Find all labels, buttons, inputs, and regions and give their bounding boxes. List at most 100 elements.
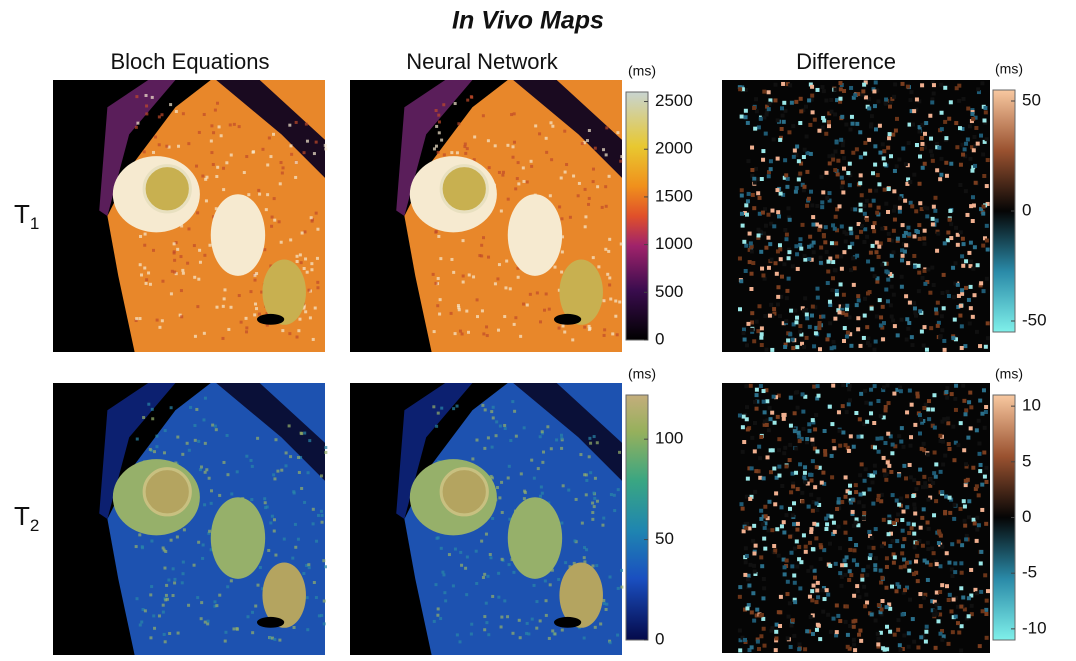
speckle (884, 478, 888, 482)
texture (162, 611, 165, 614)
speckle (862, 516, 866, 520)
speckle (917, 264, 921, 268)
speckle (954, 226, 958, 230)
texture (308, 439, 311, 442)
speckle (854, 490, 858, 494)
texture (164, 598, 167, 601)
speckle (875, 211, 879, 215)
speckle (777, 465, 781, 469)
texture (136, 122, 139, 125)
texture (605, 608, 608, 611)
speckle (842, 250, 846, 254)
speckle (816, 384, 820, 388)
speckle (748, 260, 752, 264)
speckle (913, 234, 917, 238)
speckle (762, 586, 766, 590)
speckle (798, 330, 802, 334)
speckle (851, 151, 855, 155)
texture (222, 305, 225, 308)
speckle (887, 464, 891, 468)
speckle (762, 627, 766, 631)
speckle (789, 396, 793, 400)
speckle (848, 484, 852, 488)
speckle (817, 228, 821, 232)
texture (145, 278, 148, 281)
texture (480, 244, 483, 247)
speckle (891, 539, 895, 543)
speckle (865, 573, 869, 577)
speckle (876, 399, 880, 403)
texture (196, 596, 199, 599)
speckle (937, 529, 941, 533)
speckle (909, 444, 913, 448)
speckle (824, 527, 828, 531)
figure: In Vivo Maps Bloch Equations Neural Netw… (0, 0, 1076, 656)
texture (176, 535, 179, 538)
speckle (854, 521, 858, 525)
texture (204, 178, 207, 181)
column-header: Difference (796, 49, 896, 74)
speckle (950, 542, 954, 546)
speckle (848, 491, 852, 495)
speckle (763, 410, 767, 414)
texture (589, 471, 592, 474)
texture (561, 629, 564, 632)
speckle (913, 506, 917, 510)
texture (444, 599, 447, 602)
speckle (765, 348, 769, 352)
texture (490, 410, 493, 413)
speckle (941, 440, 945, 444)
texture (550, 447, 553, 450)
speckle (778, 138, 782, 142)
texture (145, 282, 148, 285)
speckle (909, 98, 913, 102)
speckle (943, 454, 947, 458)
texture (218, 494, 221, 497)
texture (212, 131, 215, 134)
speckle (799, 237, 803, 241)
speckle (772, 466, 776, 470)
speckle (802, 188, 806, 192)
speckle (784, 173, 788, 177)
speckle (818, 321, 822, 325)
speckle (763, 314, 767, 318)
texture (588, 327, 591, 330)
speckle (846, 645, 850, 649)
speckle (918, 309, 922, 313)
speckle (922, 442, 926, 446)
texture (487, 256, 490, 259)
speckle (894, 129, 898, 133)
speckle (828, 564, 832, 568)
speckle (811, 110, 815, 114)
speckle (792, 155, 796, 159)
speckle (817, 497, 821, 501)
texture (458, 308, 461, 311)
speckle (810, 94, 814, 98)
speckle (791, 338, 795, 342)
speckle (975, 528, 979, 532)
speckle (822, 119, 826, 123)
texture (578, 182, 581, 185)
speckle (824, 517, 828, 521)
speckle (815, 588, 819, 592)
speckle (933, 209, 937, 213)
texture (591, 511, 594, 514)
speckle (744, 109, 748, 113)
speckle (905, 561, 909, 565)
speckle (938, 564, 942, 568)
difference-image (722, 80, 990, 352)
speckle (920, 147, 924, 151)
speckle (836, 159, 840, 163)
speckle (792, 573, 796, 577)
speckle (788, 458, 792, 462)
texture (295, 161, 298, 164)
speckle (887, 187, 891, 191)
texture (436, 614, 439, 617)
speckle (782, 417, 786, 421)
speckle (801, 223, 805, 227)
speckle (820, 588, 824, 592)
speckle (942, 273, 946, 277)
speckle (962, 499, 966, 503)
speckle (937, 146, 941, 150)
texture (274, 438, 277, 441)
